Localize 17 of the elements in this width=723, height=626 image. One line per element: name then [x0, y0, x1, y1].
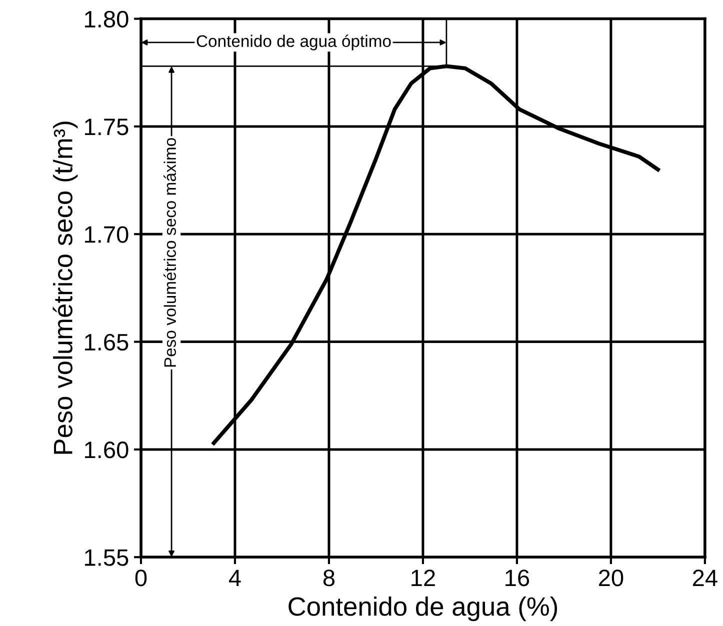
- x-tick-label: 12: [412, 570, 435, 586]
- y-tick-label: 1.55: [85, 549, 128, 566]
- y-tick-label: 1.75: [85, 118, 128, 136]
- y-tick-label: 1.65: [85, 334, 128, 351]
- x-tick-label: 8: [323, 570, 335, 586]
- y-tick-label: 1.60: [85, 442, 128, 458]
- x-tick-label: 0: [135, 570, 147, 586]
- y-axis-title: Peso volumétrico seco (t/m³): [52, 122, 78, 454]
- annotation: Contenido de agua óptimo: [196, 34, 391, 50]
- x-tick-label: 4: [228, 570, 241, 586]
- x-tick-label: 24: [692, 570, 718, 586]
- y-tick-label: 1.70: [85, 226, 128, 243]
- x-tick-label: 16: [506, 570, 530, 586]
- x-axis-title: Contenido de agua (%): [288, 596, 558, 622]
- y-tick-label: 1.80: [85, 10, 128, 28]
- x-tick-label: 20: [598, 570, 624, 586]
- annotation: Peso volumétrico seco máximo: [164, 138, 176, 367]
